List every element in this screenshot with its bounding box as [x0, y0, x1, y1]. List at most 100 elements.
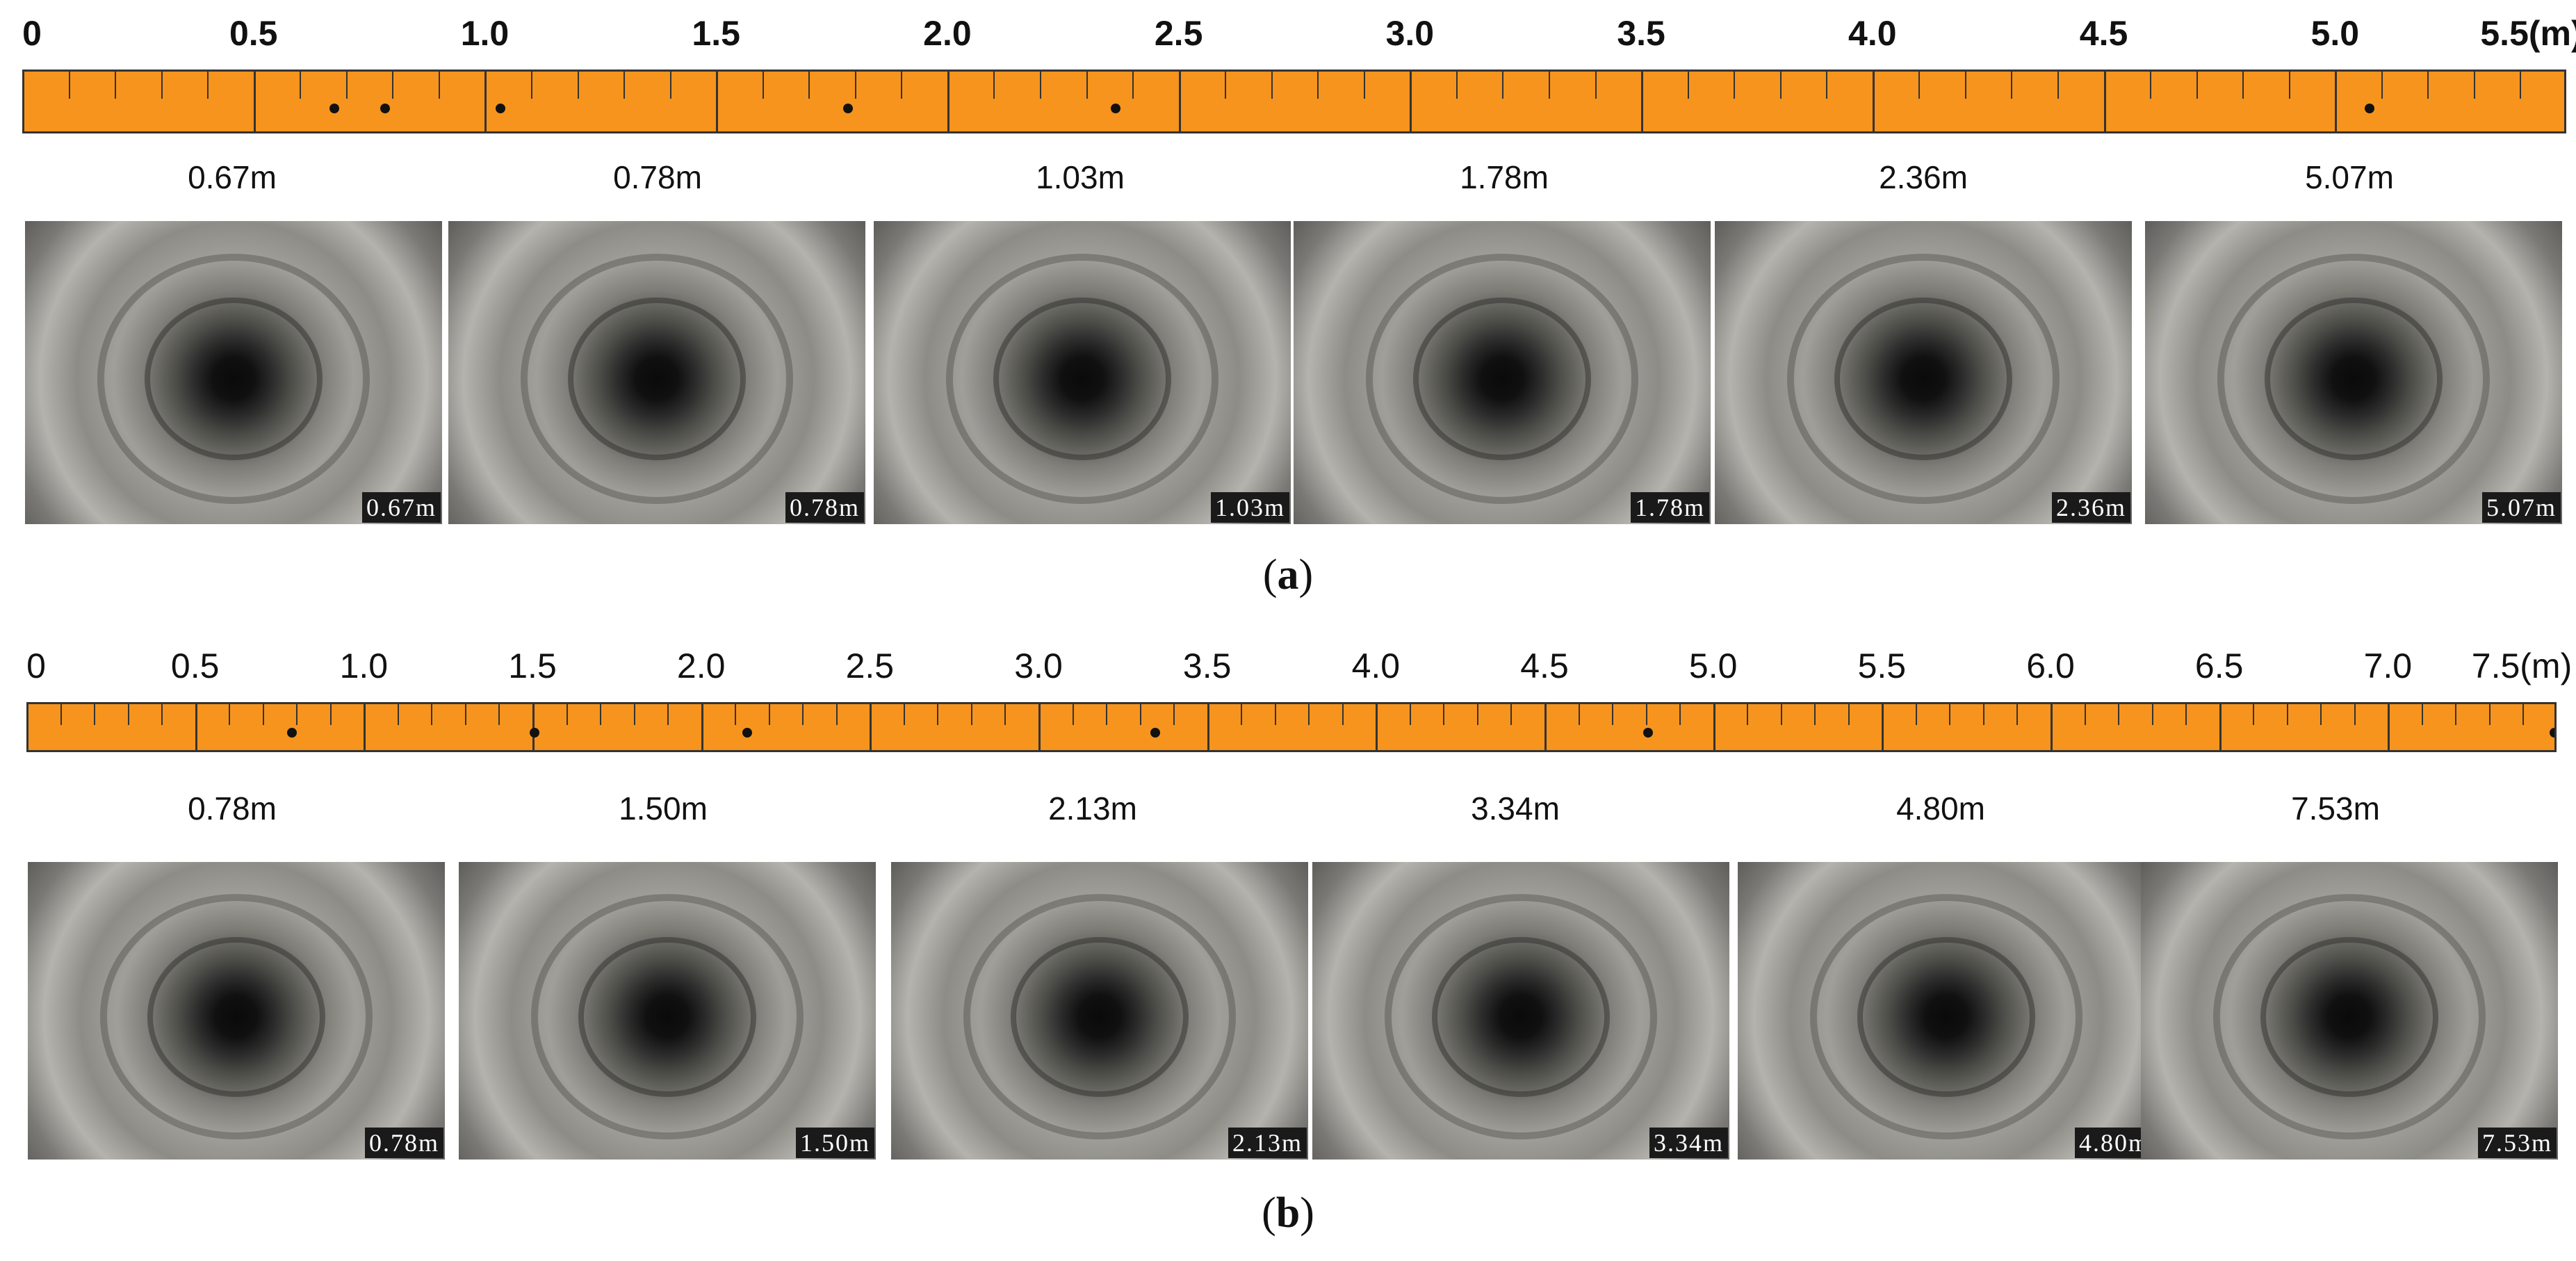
ruler-minor-tick: [835, 704, 838, 725]
ruler-minor-tick: [1826, 72, 1828, 99]
photo-depth-label: 0.78m: [188, 790, 277, 827]
ruler-minor-tick: [2016, 704, 2019, 725]
depth-marker: [286, 727, 297, 738]
ruler-minor-tick: [296, 704, 298, 725]
ruler-minor-tick: [1317, 72, 1319, 99]
ruler-tick-label: 3.5: [1617, 14, 1665, 53]
borehole-wall-ring: [993, 297, 1171, 460]
ruler-major-tick: [2388, 704, 2390, 750]
ruler-minor-tick: [2427, 72, 2429, 99]
borehole-wall-ring: [97, 253, 370, 504]
borehole-photo: 1.03m: [874, 221, 1291, 524]
depth-marker: [2550, 727, 2554, 738]
borehole-wall-ring: [521, 253, 793, 504]
photo-depth-label: 1.50m: [619, 790, 708, 827]
ruler-minor-tick: [1106, 704, 1108, 725]
ruler-minor-tick: [1502, 72, 1504, 99]
photo-depth-stamp: 0.78m: [364, 1128, 443, 1158]
ruler-minor-tick: [1679, 704, 1681, 725]
ruler-tick-label: 2.5: [1154, 14, 1203, 53]
ruler-minor-tick: [854, 72, 856, 99]
ruler-minor-tick: [2151, 704, 2153, 725]
borehole-wall-ring: [531, 893, 804, 1140]
ruler-minor-tick: [345, 72, 348, 99]
ruler-minor-tick: [1949, 704, 1951, 725]
ruler-major-tick: [364, 704, 366, 750]
ruler-minor-tick: [2288, 72, 2290, 99]
depth-marker: [842, 104, 853, 114]
depth-marker: [530, 727, 539, 738]
ruler-major-tick: [870, 704, 872, 750]
ruler-major-tick: [532, 704, 535, 750]
ruler-minor-tick: [1086, 72, 1088, 99]
ruler-tick-label: 0: [22, 14, 42, 53]
ruler-minor-tick: [901, 72, 903, 99]
ruler-minor-tick: [600, 704, 602, 725]
ruler-minor-tick: [1612, 704, 1614, 725]
ruler-minor-tick: [68, 72, 70, 99]
ruler-minor-tick: [2118, 704, 2120, 725]
photo-depth-label: 5.07m: [2305, 159, 2394, 195]
ruler-minor-tick: [1072, 704, 1074, 725]
ruler-major-tick: [2219, 704, 2222, 750]
ruler-tick-label: 1.5: [692, 14, 740, 53]
ruler-minor-tick: [531, 72, 532, 99]
ruler-tick-label: 3.0: [1014, 646, 1063, 685]
ruler-minor-tick: [1780, 704, 1782, 725]
ruler-tick-label: 5.0: [1688, 646, 1738, 685]
ruler-minor-tick: [127, 704, 129, 725]
ruler-minor-tick: [667, 704, 669, 725]
ruler-minor-tick: [1225, 72, 1227, 99]
ruler-minor-tick: [1734, 72, 1736, 99]
ruler-minor-tick: [2473, 72, 2475, 99]
ruler-minor-tick: [2057, 72, 2059, 99]
photo-depth-label: 1.78m: [1460, 159, 1549, 195]
ruler-minor-tick: [1139, 704, 1141, 725]
ruler-minor-tick: [207, 72, 209, 99]
ruler-major-tick: [2335, 72, 2338, 131]
ruler-minor-tick: [1271, 72, 1273, 99]
borehole-photo: 4.80m: [1738, 862, 2155, 1160]
ruler-minor-tick: [623, 72, 626, 99]
ruler-tick-label: 3.5: [1182, 646, 1232, 685]
ruler-minor-tick: [577, 72, 579, 99]
ruler-major-tick: [1641, 72, 1644, 131]
ruler-tick-label: 6.5: [2194, 646, 2244, 685]
borehole-wall-ring: [1385, 893, 1657, 1140]
photo-depth-label: 4.80m: [1896, 790, 1985, 827]
depth-marker: [742, 727, 752, 738]
ruler-major-tick: [253, 72, 256, 131]
borehole-wall-ring: [1787, 253, 2060, 504]
ruler-major-tick: [1882, 704, 1884, 750]
ruler-minor-tick: [2381, 72, 2383, 99]
borehole-wall-ring: [963, 893, 1236, 1140]
ruler-major-tick: [716, 72, 719, 131]
panel-a: 0 0.5 1.0 1.5 2.0 2.5 3.0 3.5 4.0 4.5 5.0 5.5(m) 0.…: [0, 0, 2576, 612]
ruler-tick-label: 0.5: [170, 646, 220, 685]
borehole-wall-ring: [145, 297, 323, 460]
ruler-minor-tick: [1595, 72, 1597, 99]
panel-caption: (a): [1262, 551, 1314, 599]
ruler-minor-tick: [1342, 704, 1344, 725]
borehole-wall-ring: [1011, 936, 1189, 1097]
ruler-major-tick: [195, 704, 197, 750]
ruler-minor-tick: [161, 704, 163, 725]
ruler-minor-tick: [903, 704, 905, 725]
ruler-minor-tick: [1848, 704, 1850, 725]
ruler-tick-label: 1.0: [460, 14, 510, 53]
ruler-minor-tick: [1004, 704, 1006, 725]
borehole-photo: 0.78m: [448, 221, 865, 524]
borehole-photo: 1.50m: [459, 862, 876, 1160]
ruler-tick-label: 6.0: [2026, 646, 2075, 685]
depth-ruler: [22, 70, 2566, 133]
photo-depth-label: 0.78m: [613, 159, 702, 195]
borehole-wall-ring: [2213, 893, 2486, 1140]
ruler-minor-tick: [1274, 704, 1276, 725]
ruler-tick-label: 4.5: [2079, 14, 2128, 53]
ruler-major-tick: [1544, 704, 1547, 750]
ruler-minor-tick: [1040, 72, 1041, 99]
borehole-wall-ring: [568, 297, 746, 460]
ruler-minor-tick: [1409, 704, 1411, 725]
ruler-minor-tick: [464, 704, 466, 725]
ruler-minor-tick: [94, 704, 96, 725]
